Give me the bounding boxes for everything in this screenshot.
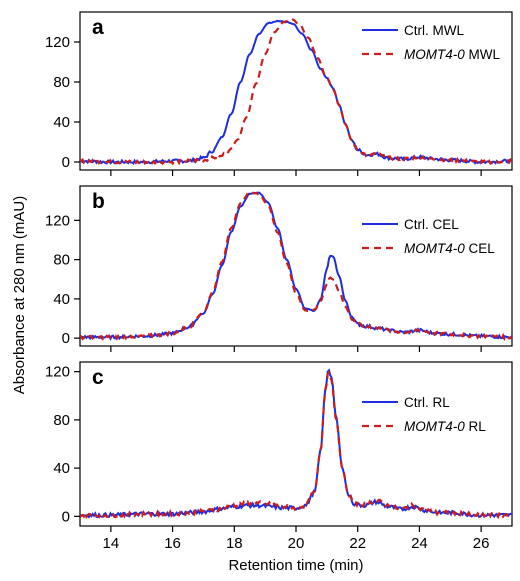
y-tick-label: 40 (53, 460, 70, 477)
y-tick-label: 80 (53, 252, 70, 269)
panel-frame (79, 361, 513, 527)
legend-label: MOMT4-0 RL (404, 419, 486, 434)
x-axis-title: Retention time (min) (228, 557, 363, 574)
x-tick-label: 24 (411, 535, 428, 552)
y-tick-label: 40 (53, 291, 70, 308)
y-tick-label: 120 (45, 212, 70, 229)
legend-label: Ctrl. RL (404, 395, 450, 410)
x-tick-label: 14 (103, 535, 120, 552)
legend-label: MOMT4-0 CEL (404, 241, 495, 256)
legend-label: Ctrl. MWL (404, 23, 464, 38)
series-line-ctrl (80, 19, 512, 165)
y-tick-label: 0 (62, 508, 70, 525)
legend-label: Ctrl. CEL (404, 217, 459, 232)
panel-label: a (92, 16, 104, 39)
legend: Ctrl. MWL MOMT4-0 MWL (362, 23, 500, 62)
panel-label: c (92, 366, 104, 389)
x-tick-label: 26 (473, 535, 490, 552)
panel-b: 0 40 80 120 b Ctrl. CEL MOMT4-0 CEL (45, 185, 513, 352)
legend: Ctrl. CEL MOMT4-0 CEL (362, 217, 495, 256)
series-line-momt4-0 (80, 190, 512, 342)
y-tick-label: 0 (62, 330, 70, 347)
y-tick-label: 120 (45, 364, 70, 381)
legend-label: MOMT4-0 MWL (404, 47, 500, 62)
panel-frame (79, 185, 513, 347)
panel-label: b (92, 190, 105, 213)
y-axis-title: Absorbance at 280 nm (mAU) (11, 196, 28, 394)
y-tick-label: 80 (53, 412, 70, 429)
y-tick-label: 0 (62, 154, 70, 171)
panels: 0 40 80 120 a Ctrl. MWL MOMT4-0 MWL 0 40 80 120 b Ct… (45, 11, 513, 532)
y-tick-label: 80 (53, 74, 70, 91)
series-line-momt4-0 (80, 370, 512, 520)
x-tick-label: 20 (288, 535, 305, 552)
x-tick-label: 18 (226, 535, 243, 552)
series-line-ctrl (80, 191, 512, 341)
y-tick-label: 120 (45, 34, 70, 51)
panel-a: 0 40 80 120 a Ctrl. MWL MOMT4-0 MWL (45, 11, 513, 176)
x-tick-label: 16 (164, 535, 181, 552)
panel-c: 0 40 80 120 c Ctrl. RL MOMT4-0 RL (45, 361, 513, 532)
series-line-momt4-0 (80, 18, 512, 166)
x-axis-ticks: 14 16 18 20 22 24 26 (103, 535, 490, 552)
x-tick-label: 22 (349, 535, 366, 552)
legend: Ctrl. RL MOMT4-0 RL (362, 395, 486, 434)
series-line-ctrl (80, 368, 512, 519)
y-tick-label: 40 (53, 114, 70, 131)
